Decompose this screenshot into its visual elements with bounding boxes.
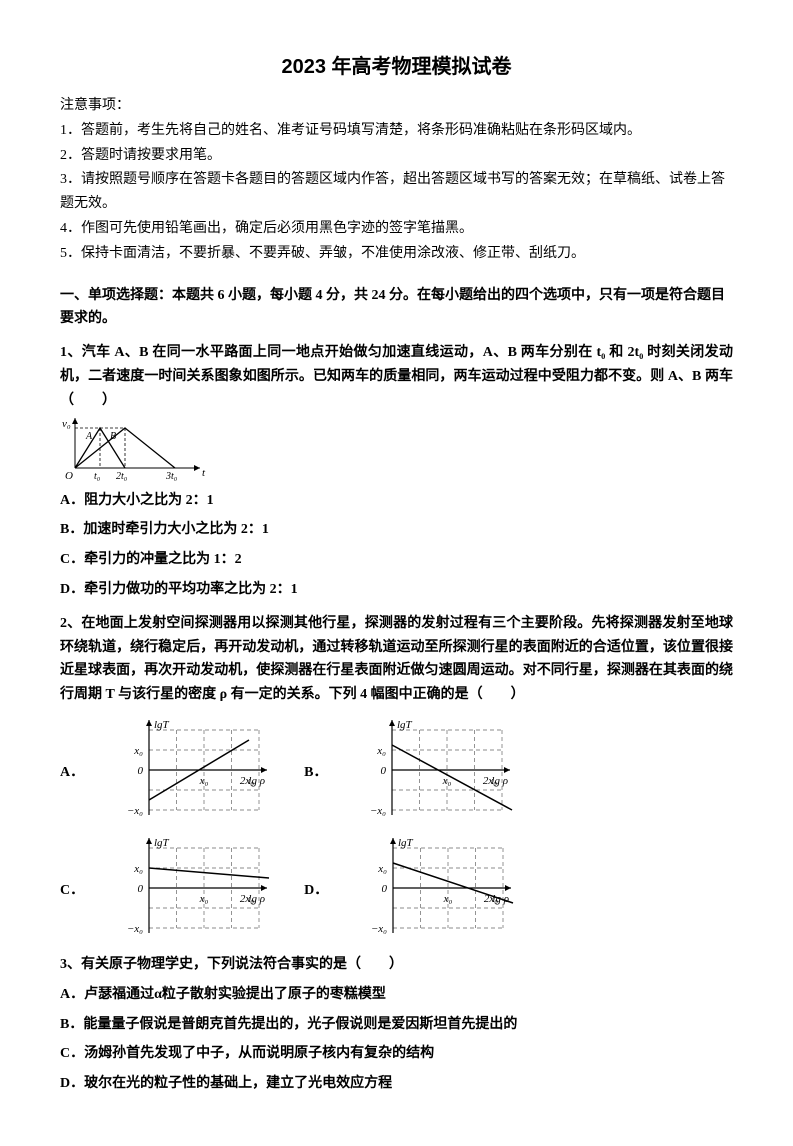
svg-text:x₀: x₀ (133, 863, 143, 875)
q2-row-ab: A． lgTlg ρx₀0−x₀x₀2x₀ B． lgTlg ρx₀0−x₀x₀… (60, 715, 733, 825)
svg-text:lgT: lgT (398, 837, 414, 849)
q3-stem: 3、有关原子物理学史，下列说法符合事实的是（ ） (60, 953, 733, 977)
svg-text:−x₀: −x₀ (127, 923, 143, 935)
q2-graph-d: lgTlg ρx₀0−x₀x₀2x₀ (358, 833, 518, 943)
q2-opt-a-label: A． (60, 761, 84, 785)
svg-text:2x₀: 2x₀ (240, 893, 254, 905)
notice-item: 1．答题前，考生先将自己的姓名、准考证号码填写清楚，将条形码准确粘贴在条形码区域… (60, 119, 733, 143)
svg-text:0: 0 (138, 883, 144, 895)
q3-opt-b: B．能量量子假说是普朗克首先提出的，光子假说则是爱因斯坦首先提出的 (60, 1013, 733, 1037)
notice-heading: 注意事项： (60, 94, 733, 118)
q3-opt-a: A．卢瑟福通过α粒子散射实验提出了原子的枣糕模型 (60, 983, 733, 1007)
q1-stem: 1、汽车 A、B 在同一水平路面上同一地点开始做匀加速直线运动，A、B 两车分别… (60, 341, 733, 412)
svg-text:2t₀: 2t₀ (116, 471, 128, 482)
svg-text:B: B (110, 431, 116, 442)
q1-vt-graph: v₀ O t A B t₀ 2t₀ 3t₀ (60, 413, 210, 483)
q2-graph-a: lgTlg ρx₀0−x₀x₀2x₀ (114, 715, 274, 825)
svg-text:3t₀: 3t₀ (165, 471, 178, 482)
svg-text:t: t (202, 467, 206, 479)
q2-graph-c: lgTlg ρx₀0−x₀x₀2x₀ (114, 833, 274, 943)
svg-text:v₀: v₀ (62, 418, 71, 430)
svg-text:x₀: x₀ (378, 863, 388, 875)
svg-text:lgT: lgT (154, 719, 170, 731)
q2-opt-d-label: D． (304, 879, 328, 903)
svg-text:x₀: x₀ (199, 893, 209, 905)
svg-text:2x₀: 2x₀ (483, 775, 497, 787)
svg-text:0: 0 (381, 765, 387, 777)
svg-text:lgT: lgT (397, 719, 413, 731)
q2-row-cd: C． lgTlg ρx₀0−x₀x₀2x₀ D． lgTlg ρx₀0−x₀x₀… (60, 833, 733, 943)
svg-text:x₀: x₀ (133, 745, 143, 757)
svg-text:x₀: x₀ (377, 745, 387, 757)
page-title: 2023 年高考物理模拟试卷 (60, 50, 733, 84)
svg-text:2x₀: 2x₀ (240, 775, 254, 787)
q2-graph-b: lgTlg ρx₀0−x₀x₀2x₀ (357, 715, 517, 825)
q2-stem: 2、在地面上发射空间探测器用以探测其他行星，探测器的发射过程有三个主要阶段。先将… (60, 612, 733, 707)
svg-text:lgT: lgT (154, 837, 170, 849)
svg-text:−x₀: −x₀ (370, 805, 386, 817)
q3-opt-d: D．玻尔在光的粒子性的基础上，建立了光电效应方程 (60, 1072, 733, 1096)
q2-opt-c-label: C． (60, 879, 84, 903)
svg-text:−x₀: −x₀ (371, 923, 387, 935)
q1-opt-b: B．加速时牵引力大小之比为 2：1 (60, 518, 733, 542)
notice-item: 4．作图可先使用铅笔画出，确定后必须用黑色字迹的签字笔描黑。 (60, 217, 733, 241)
notice-item: 2．答题时请按要求用笔。 (60, 144, 733, 168)
q1-opt-d: D．牵引力做功的平均功率之比为 2：1 (60, 578, 733, 602)
notice-item: 3．请按照题号顺序在答题卡各题目的答题区域内作答，超出答题区域书写的答案无效；在… (60, 168, 733, 216)
svg-text:O: O (65, 470, 73, 482)
svg-text:0: 0 (138, 765, 144, 777)
svg-text:t₀: t₀ (94, 471, 101, 482)
q3-opt-c: C．汤姆孙首先发现了中子，从而说明原子核内有复杂的结构 (60, 1042, 733, 1066)
q2-opt-b-label: B． (304, 761, 327, 785)
notice-item: 5．保持卡面清洁，不要折暴、不要弄破、弄皱，不准使用涂改液、修正带、刮纸刀。 (60, 242, 733, 266)
section-intro: 一、单项选择题：本题共 6 小题，每小题 4 分，共 24 分。在每小题给出的四… (60, 284, 733, 332)
svg-text:A: A (85, 431, 93, 442)
svg-text:0: 0 (382, 883, 388, 895)
svg-text:−x₀: −x₀ (127, 805, 143, 817)
q1-opt-a: A．阻力大小之比为 2：1 (60, 489, 733, 513)
q1-opt-c: C．牵引力的冲量之比为 1：2 (60, 548, 733, 572)
svg-text:x₀: x₀ (443, 893, 453, 905)
svg-text:x₀: x₀ (199, 775, 209, 787)
